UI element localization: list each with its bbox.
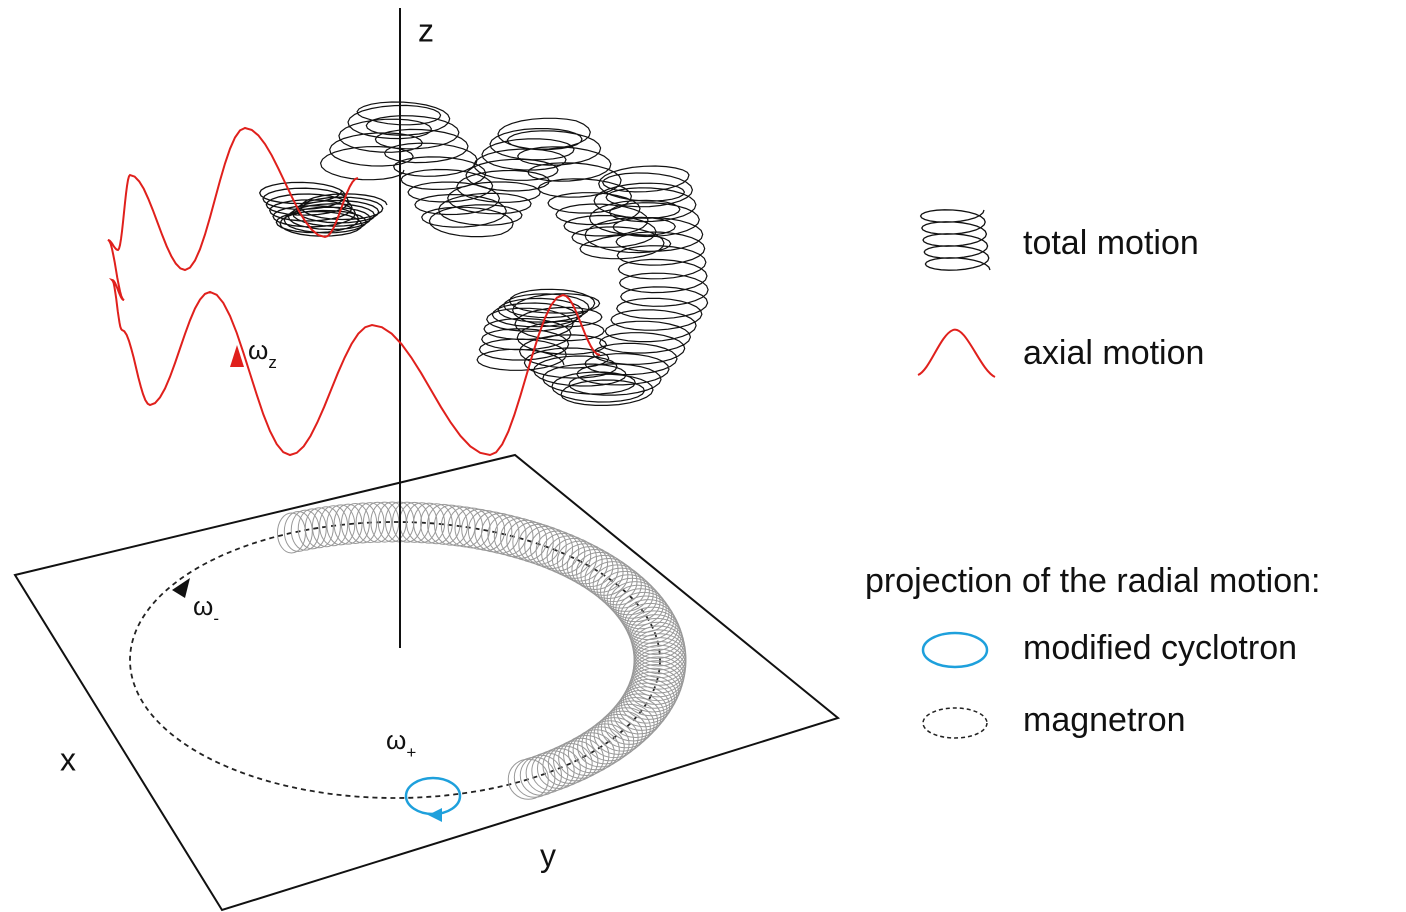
coil [334,504,362,544]
legend-magnetron-icon [923,708,987,738]
legend-magnetron: magnetron [1023,701,1186,739]
z-label: z [418,12,434,48]
legend-heading: projection of the radial motion: [865,562,1320,600]
symbol: ω [193,591,213,621]
legend-total: total motion [1023,224,1199,262]
symbol: ω [248,335,268,365]
cyclotron-arrow [428,808,442,822]
magnetron-arrow [172,578,190,598]
plane-outline [15,455,838,910]
symbol: ω [386,725,406,755]
helix [921,210,990,270]
legend-axial: axial motion [1023,334,1204,372]
omega-minus: ω- [193,591,219,629]
x-label: x [60,741,76,777]
subscript: + [406,743,416,762]
y-label: y [540,837,556,873]
legend-wave-icon [918,330,995,377]
helix [321,102,708,405]
legend-cyclotron: modified cyclotron [1023,629,1297,667]
total-motion [260,102,708,405]
subscript: z [268,353,277,372]
legend-helix-icon [921,210,990,270]
helix [260,182,387,236]
projected-motion [277,502,686,799]
omega-plus: ω+ [386,725,416,763]
diagram: z x y ωz ω- ω+ total motion axial motion… [0,0,1406,912]
subscript: - [213,609,219,628]
omega-z: ωz [248,335,277,373]
cyclotron-orbit [406,778,460,814]
coil [341,504,369,544]
xy-plane [15,455,838,910]
legend-cyclotron-icon [923,633,987,667]
